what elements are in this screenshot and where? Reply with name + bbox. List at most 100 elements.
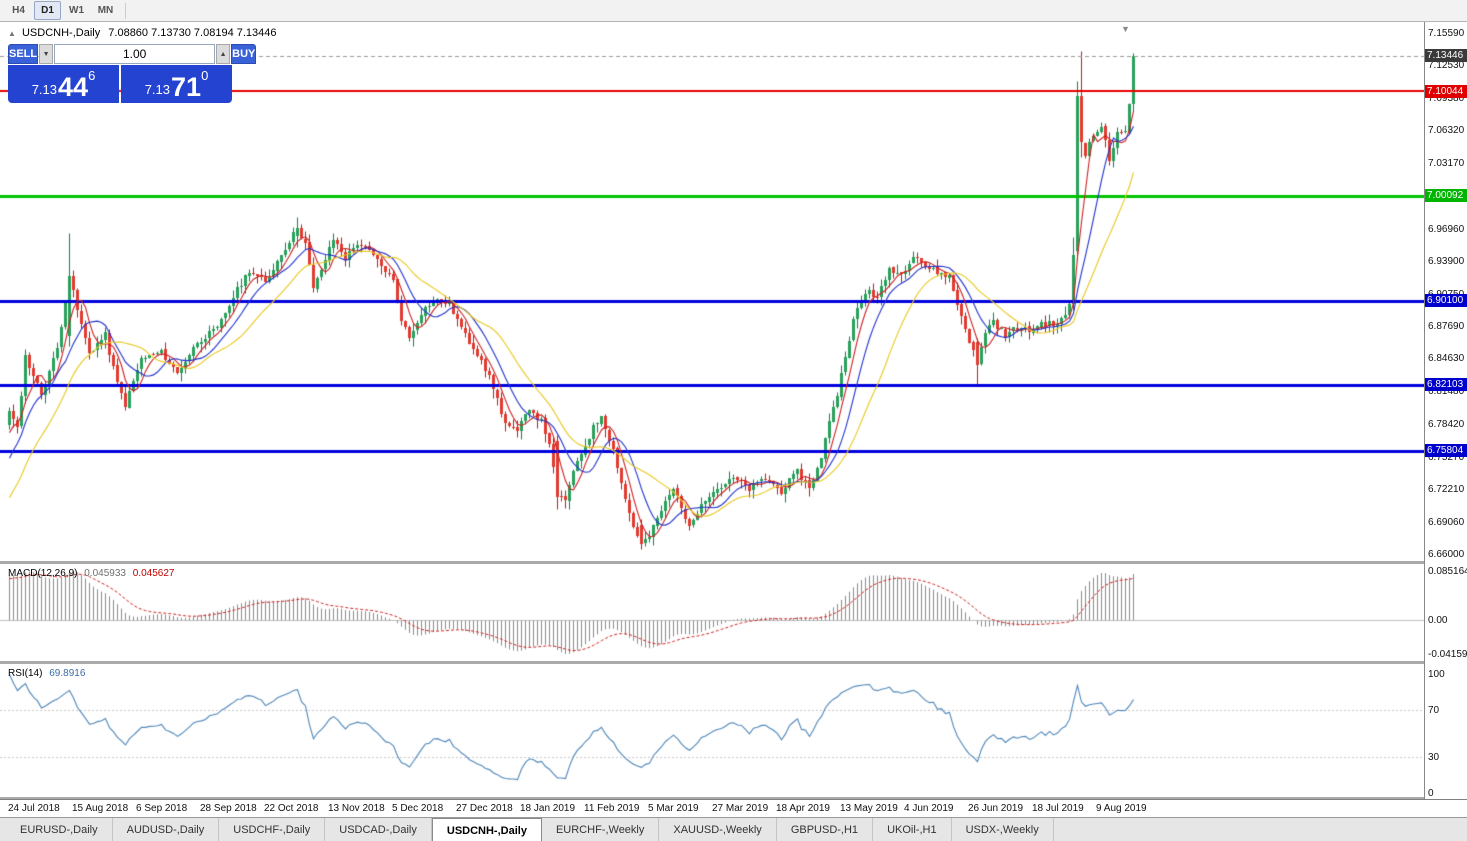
time-axis-label: 18 Jul 2019 (1032, 803, 1084, 814)
timeframe-button-w1[interactable]: W1 (69, 5, 84, 16)
timeframe-toolbar: H4 D1 W1 MN (0, 0, 1467, 22)
rsi-axis-label: 30 (1428, 752, 1440, 764)
time-axis-label: 15 Aug 2018 (72, 803, 129, 814)
macd-axis-label: -0.041597 (1428, 649, 1467, 660)
trade-panel-price-row: 7.13 44 6 7.13 71 0 (8, 65, 232, 103)
rsi-indicator-canvas[interactable] (0, 664, 1424, 797)
rsi-axis-label: 70 (1428, 704, 1440, 716)
level-line-2-axis-label: 6.82103 (1425, 378, 1467, 392)
price-tick-label: 7.12530 (1428, 60, 1465, 72)
timeframe-button-d1[interactable]: D1 (34, 1, 61, 20)
chart-symbol-header: ▲ USDCNH-,Daily 7.08860 7.13730 7.08194 … (8, 27, 277, 39)
chart-tab-usdcnh-daily[interactable]: USDCNH-,Daily (431, 818, 542, 841)
time-axis-label: 13 May 2019 (840, 803, 898, 814)
price-chart-canvas[interactable] (0, 22, 1424, 561)
chart-tab-audusd-daily[interactable]: AUDUSD-,Daily (113, 818, 220, 841)
chart-tab-bar: EURUSD-,Daily AUDUSD-,Daily USDCHF-,Daily U… (0, 817, 1467, 841)
rsi-value: 69.8916 (49, 668, 86, 679)
chart-tab-usdchf-daily[interactable]: USDCHF-,Daily (219, 818, 326, 841)
chart-tab-usdx-weekly[interactable]: USDX-,Weekly (952, 818, 1054, 841)
price-tick-label: 6.66000 (1428, 548, 1465, 560)
price-tick-label: 6.69060 (1428, 516, 1465, 528)
time-axis-label: 24 Jul 2018 (8, 803, 60, 814)
trade-panel-top-row: SELL ▼ ▲ BUY (8, 44, 257, 64)
buy-price-display[interactable]: 7.13 71 0 (121, 65, 232, 103)
current-price-axis-label: 7.13446 (1425, 49, 1467, 63)
price-tick-label: 7.15590 (1428, 28, 1465, 39)
macd-main-value: 0.045933 (84, 568, 126, 579)
price-tick-label: 6.72210 (1428, 483, 1465, 495)
chart-tab-eurchf-weekly[interactable]: EURCHF-,Weekly (542, 818, 660, 841)
volume-decrease-button[interactable]: ▼ (39, 44, 54, 64)
price-tick-label: 6.93900 (1428, 255, 1465, 267)
sell-price-pipette: 6 (88, 68, 96, 83)
macd-name: MACD(12,26,9) (8, 568, 78, 579)
sell-price-prefix: 7.13 (31, 82, 58, 97)
chart-tab-xauusd-weekly[interactable]: XAUUSD-,Weekly (659, 818, 777, 841)
support-line-green-axis-label: 7.00092 (1425, 189, 1467, 203)
sell-button[interactable]: SELL (8, 44, 39, 64)
time-axis-label: 22 Oct 2018 (264, 803, 319, 814)
timeframe-buttons-group: H4 D1 W1 MN (5, 1, 119, 20)
chart-shift-marker-icon[interactable]: ▼ (1121, 24, 1130, 34)
time-axis-label: 4 Jun 2019 (904, 803, 954, 814)
price-axis[interactable]: 7.15590 7.12530 7.09380 7.06320 7.03170 6.969… (1424, 22, 1467, 799)
time-axis-label: 13 Nov 2018 (328, 803, 385, 814)
timeframe-button-h4[interactable]: H4 (12, 5, 25, 16)
level-line-1-axis-label: 6.90100 (1425, 294, 1467, 308)
time-axis-label: 5 Dec 2018 (392, 803, 444, 814)
macd-indicator-label: MACD(12,26,9) 0.045933 0.045627 (8, 568, 174, 579)
price-tick-label: 6.81480 (1428, 386, 1465, 398)
sell-price-display[interactable]: 7.13 44 6 (8, 65, 119, 103)
time-axis-label: 11 Feb 2019 (584, 803, 640, 814)
rsi-name: RSI(14) (8, 668, 43, 679)
volume-increase-button[interactable]: ▲ (216, 44, 231, 64)
time-axis-label: 18 Apr 2019 (776, 803, 830, 814)
one-click-trading-panel: SELL ▼ ▲ BUY 7.13 44 6 7.13 71 0 (8, 44, 257, 103)
time-axis-label: 27 Dec 2018 (456, 803, 513, 814)
panel-separator[interactable] (0, 661, 1467, 664)
chart-tab-ukoil-h1[interactable]: UKOil-,H1 (873, 818, 952, 841)
macd-axis-label: 0.00 (1428, 615, 1448, 627)
price-tick-label: 6.87690 (1428, 321, 1465, 333)
time-axis-label: 27 Mar 2019 (712, 803, 769, 814)
chart-tab-gbpusd-h1[interactable]: GBPUSD-,H1 (777, 818, 874, 841)
level-line-3-axis-label: 6.75804 (1425, 444, 1467, 458)
symbol-period-label: USDCNH-,Daily (21, 27, 101, 39)
panel-separator[interactable] (0, 797, 1467, 799)
time-axis[interactable]: 24 Jul 2018 15 Aug 2018 6 Sep 2018 28 Sep 2… (0, 799, 1467, 817)
buy-price-big-digits: 71 (171, 72, 202, 103)
time-axis-label: 5 Mar 2019 (648, 803, 699, 814)
time-axis-label: 26 Jun 2019 (968, 803, 1024, 814)
buy-price-pipette: 0 (201, 68, 209, 83)
buy-price-prefix: 7.13 (144, 82, 171, 97)
chart-tab-usdcad-daily[interactable]: USDCAD-,Daily (325, 818, 432, 841)
price-tick-label: 7.09380 (1428, 93, 1465, 105)
macd-axis-label: 0.085164 (1428, 566, 1467, 577)
resistance-line-axis-label: 7.10044 (1425, 84, 1467, 98)
ohlc-values-label: 7.08860 7.13730 7.08194 7.13446 (108, 27, 277, 39)
rsi-axis-label: 100 (1428, 669, 1445, 680)
time-axis-label: 9 Aug 2019 (1096, 803, 1147, 814)
time-axis-label: 28 Sep 2018 (200, 803, 257, 814)
volume-control: ▼ ▲ (39, 44, 231, 64)
price-tick-label: 7.06320 (1428, 125, 1465, 137)
collapse-trade-panel-icon[interactable]: ▲ (8, 29, 16, 38)
price-tick-label: 6.96960 (1428, 223, 1465, 235)
rsi-indicator-label: RSI(14) 69.8916 (8, 668, 85, 679)
time-axis-label: 6 Sep 2018 (136, 803, 188, 814)
price-tick-label: 6.78420 (1428, 418, 1465, 430)
timeframe-button-mn[interactable]: MN (97, 5, 114, 16)
panel-separator[interactable] (0, 561, 1467, 564)
volume-input[interactable] (54, 44, 216, 64)
buy-button[interactable]: BUY (231, 44, 257, 64)
toolbar-divider (125, 2, 126, 19)
macd-signal-value: 0.045627 (132, 568, 175, 579)
rsi-axis-label: 0 (1428, 788, 1434, 799)
macd-indicator-canvas[interactable] (0, 564, 1424, 661)
time-axis-label: 18 Jan 2019 (520, 803, 576, 814)
price-tick-label: 7.03170 (1428, 158, 1465, 170)
chart-tab-eurusd-daily[interactable]: EURUSD-,Daily (6, 818, 113, 841)
price-tick-label: 6.84630 (1428, 353, 1465, 365)
